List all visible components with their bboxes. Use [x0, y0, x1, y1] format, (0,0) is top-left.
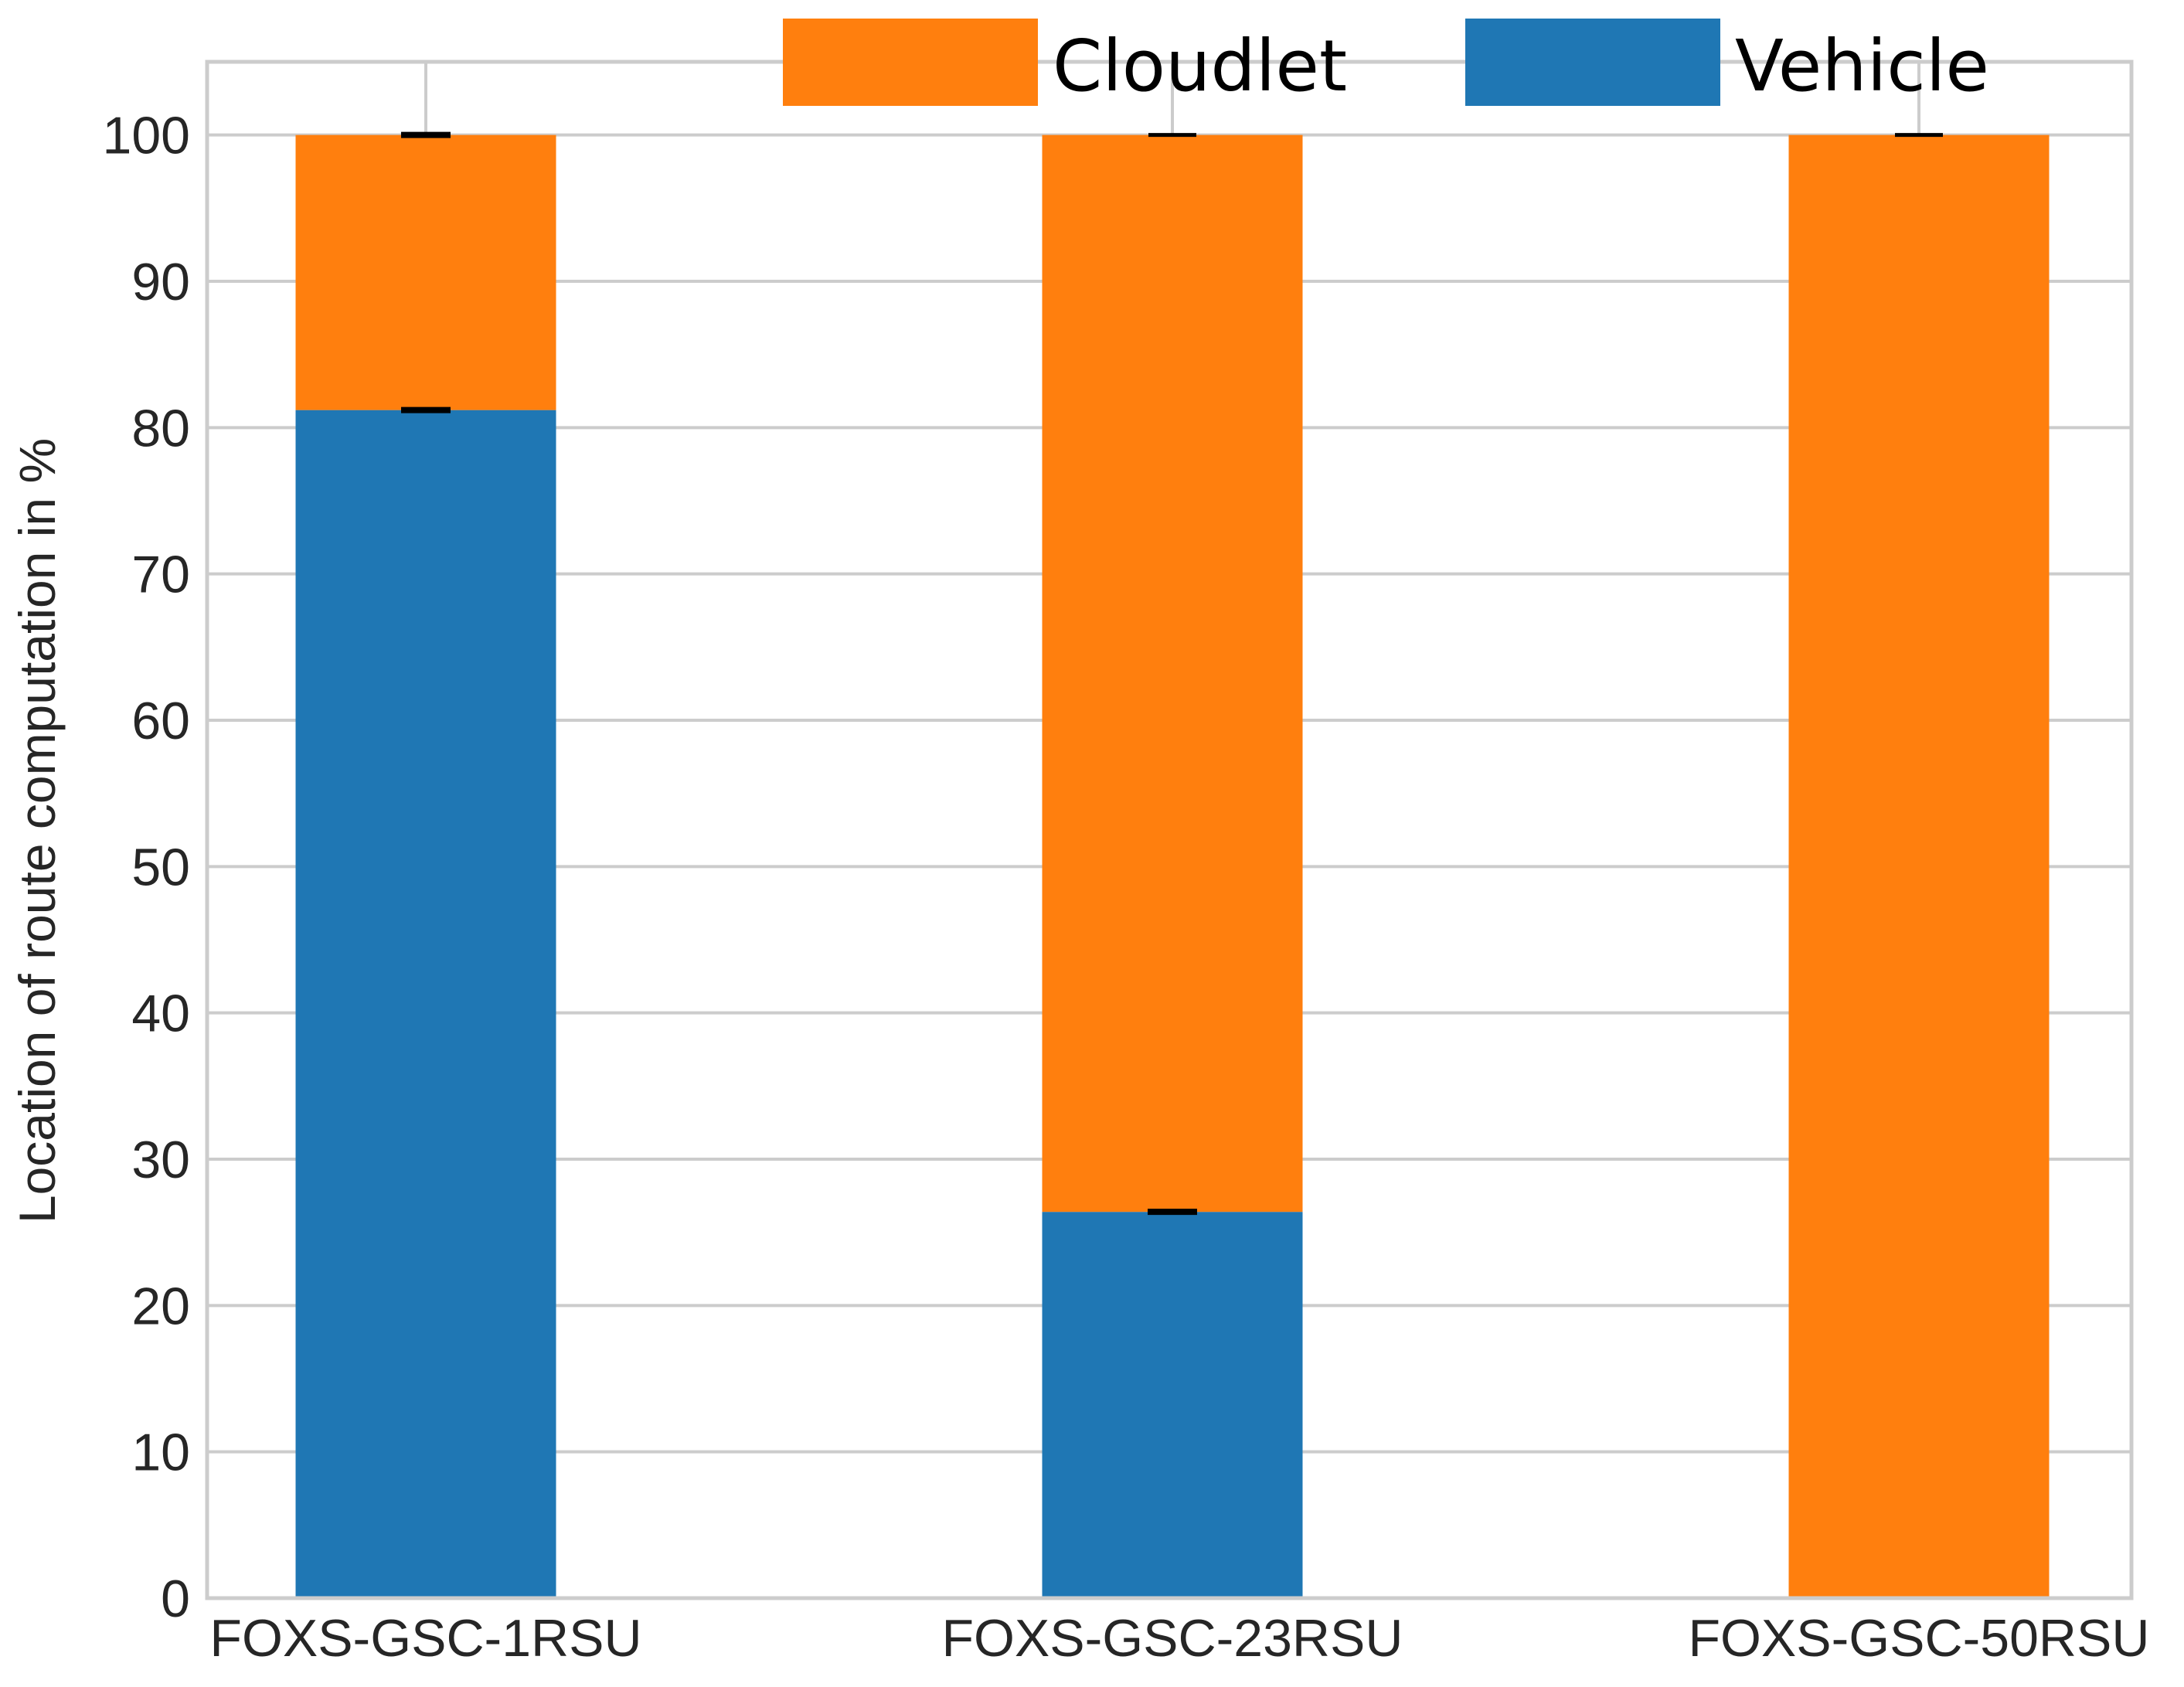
y-axis-label: Location of route computation in % [9, 438, 66, 1223]
legend-label-vehicle: Vehicle [1735, 25, 1989, 107]
y-tick-label: 30 [131, 1131, 190, 1189]
bar-vehicle-1 [1042, 1212, 1303, 1598]
y-tick-label: 100 [103, 107, 190, 165]
y-tick-label: 20 [131, 1277, 190, 1335]
bar-vehicle-0 [295, 410, 556, 1599]
legend-label-cloudlet: Cloudlet [1053, 25, 1347, 107]
plot-frame [205, 60, 2134, 1600]
x-tick-label: FOXS-GSC-23RSU [942, 1609, 1403, 1668]
y-tick-label: 40 [131, 985, 190, 1043]
legend: Cloudlet Vehicle [783, 19, 1989, 107]
legend-swatch-vehicle [1465, 19, 1720, 106]
y-tick-label: 70 [131, 546, 190, 604]
x-axis-ticks: FOXS-GSC-1RSU FOXS-GSC-23RSU FOXS-GSC-50RS… [209, 1609, 2149, 1668]
bar-cloudlet-2 [1788, 134, 2050, 1599]
legend-swatch-cloudlet [783, 19, 1038, 106]
y-tick-label: 0 [161, 1570, 190, 1628]
y-tick-label: 80 [131, 399, 190, 457]
bar-cloudlet-1 [1042, 134, 1303, 1213]
y-axis-ticks: 0 10 20 30 40 50 60 70 80 90 100 [103, 107, 190, 1628]
x-tick-label: FOXS-GSC-50RSU [1689, 1609, 2150, 1668]
x-tick-label: FOXS-GSC-1RSU [209, 1609, 641, 1668]
bar-cloudlet-0 [295, 134, 556, 410]
y-tick-label: 60 [131, 692, 190, 750]
bars [295, 134, 2050, 1599]
y-tick-label: 10 [131, 1423, 190, 1482]
y-tick-label: 50 [131, 838, 190, 896]
y-tick-label: 90 [131, 253, 190, 311]
error-bars [401, 131, 1943, 1216]
